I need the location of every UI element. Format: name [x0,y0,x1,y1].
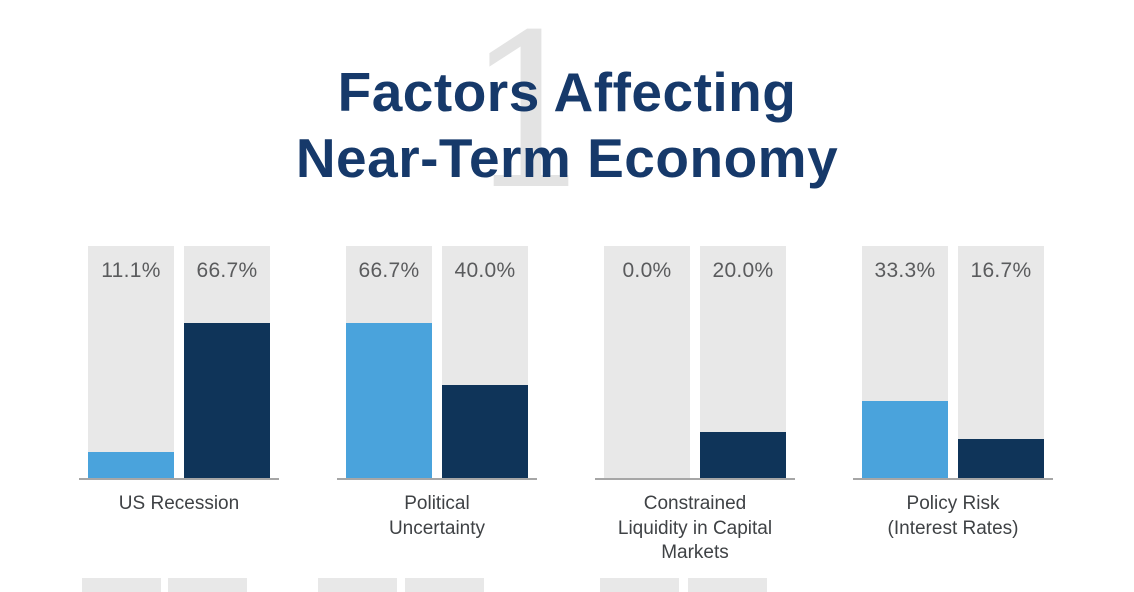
category-label: Political Uncertainty [388,493,486,539]
baseline-axis [337,478,537,480]
category-label: Constrained Liquidity in Capital Markets [617,493,773,563]
value-bar [862,401,948,478]
value-label: 40.0% [454,259,516,282]
background-numeral: 1 [463,0,599,236]
partial-column [405,578,484,592]
chart-group-political-uncertainty: 66.7% 40.0% Political Uncertainty [337,246,537,566]
chart-group-us-recession: 11.1% 66.7% US Recession [79,246,279,566]
chart-group-constrained-liquidity-in-capital-markets: 0.0% 20.0% Constrained Liquidity in Capita… [595,246,795,566]
partial-column [600,578,679,592]
value-bar [442,385,528,478]
column-track: 66.7% [184,246,270,478]
column-track: 16.7% [958,246,1044,478]
column-track: 20.0% [700,246,786,478]
value-bar [88,452,174,478]
value-label: 16.7% [970,259,1032,282]
baseline-axis [853,478,1053,480]
partial-column [318,578,397,592]
page-title-line1: Factors Affecting [337,61,797,123]
baseline-axis [595,478,795,480]
chart-group-policy-risk-interest-rates: 33.3% 16.7% Policy Risk (Interest Rates) [853,246,1053,566]
category-label: Policy Risk (Interest Rates) [887,493,1019,539]
column-track: 11.1% [88,246,174,478]
page-title-line2: Near-Term Economy [295,127,839,189]
value-bar [346,323,432,478]
partial-column [688,578,767,592]
baseline-axis [79,478,279,480]
column-track: 40.0% [442,246,528,478]
column-track: 33.3% [862,246,948,478]
column-track: 0.0% [604,246,690,478]
value-label: 33.3% [874,259,936,282]
value-label: 20.0% [712,259,774,282]
value-bar [700,432,786,478]
category-label: US Recession [118,493,240,514]
value-bar [184,323,270,478]
page-title: Factors Affecting Near-Term Economy [0,59,1134,191]
value-label: 0.0% [622,259,672,282]
value-label: 11.1% [101,259,161,282]
value-label: 66.7% [196,259,258,282]
partial-column [82,578,161,592]
value-bar [958,439,1044,478]
partial-column [168,578,247,592]
column-track: 66.7% [346,246,432,478]
value-label: 66.7% [358,259,420,282]
